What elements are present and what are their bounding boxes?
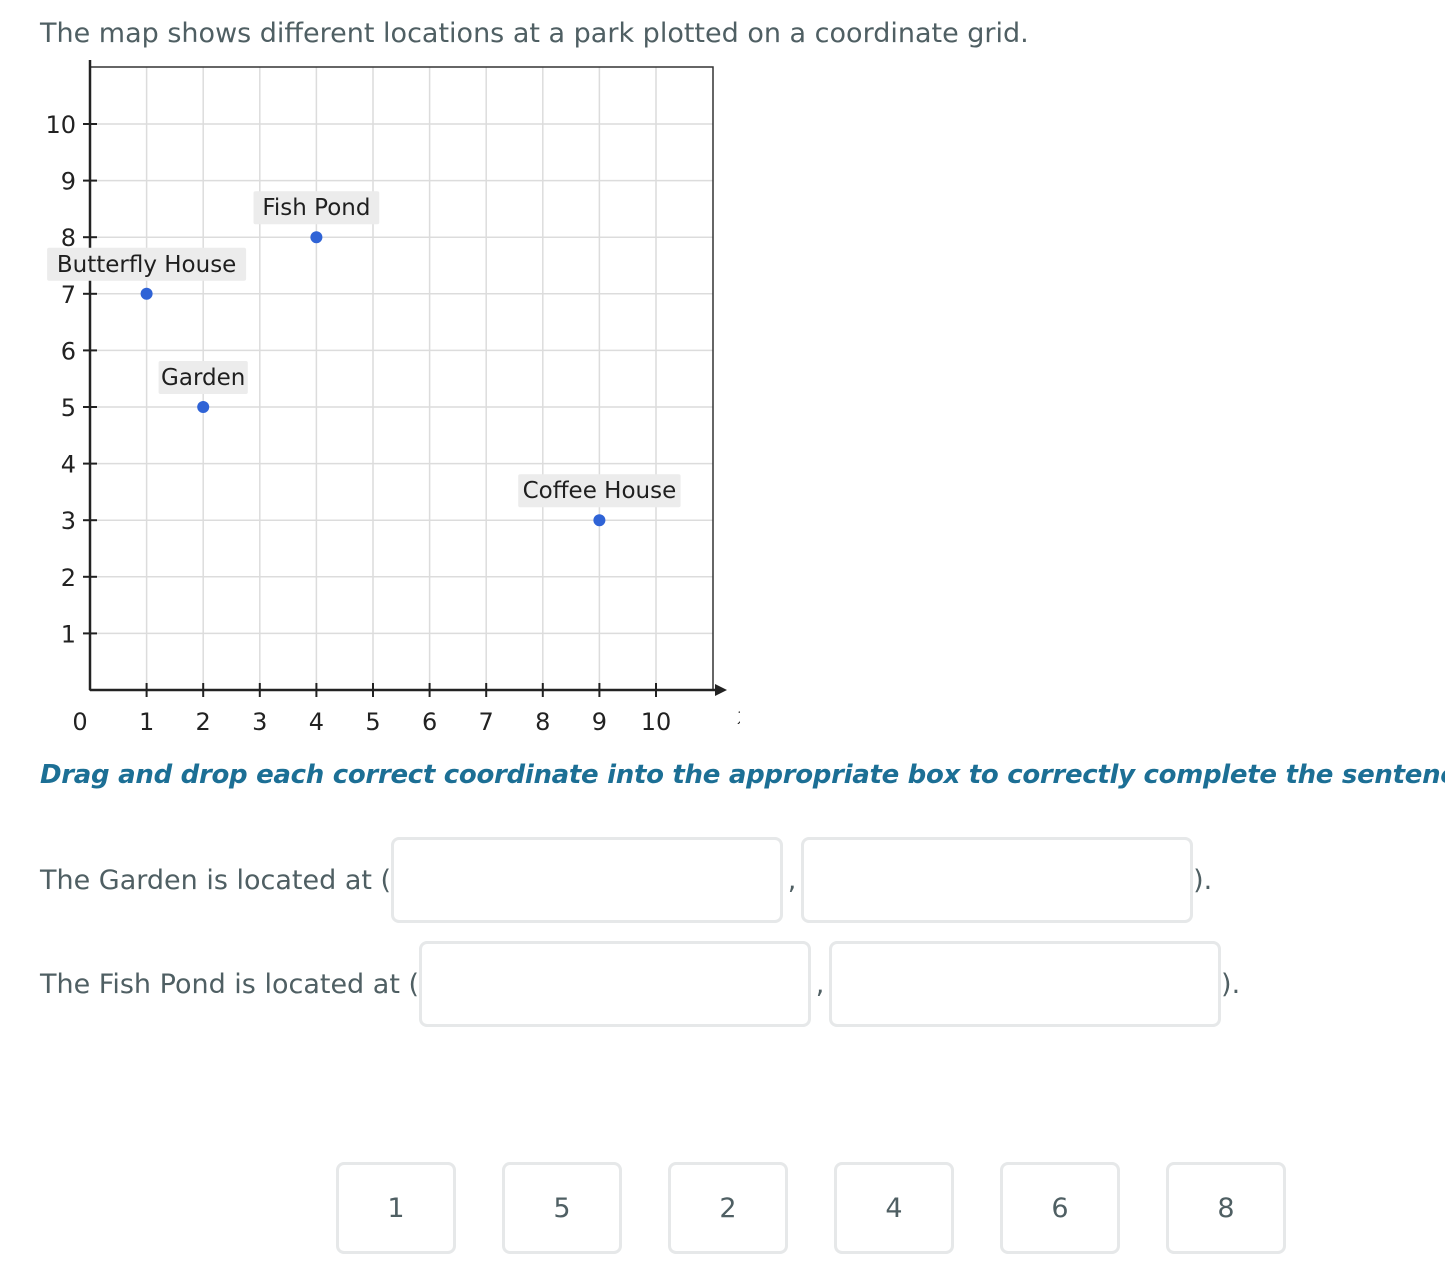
fish-pond-sentence-suffix: ). — [1221, 968, 1241, 1000]
x-tick-label: 7 — [479, 708, 494, 736]
x-tick-label: 10 — [641, 708, 672, 736]
answer-tile[interactable]: 4 — [834, 1162, 954, 1254]
fish-pond-sentence: The Fish Pond is located at ( , ). — [40, 939, 1240, 1029]
point-label: Butterfly House — [57, 252, 237, 278]
y-tick-label: 7 — [61, 281, 76, 309]
x-tick-label: 3 — [252, 708, 267, 736]
garden-comma: , — [787, 864, 797, 896]
x-tick-label: 4 — [309, 708, 324, 736]
y-tick-label: 2 — [61, 564, 76, 592]
x-tick-label: 1 — [139, 708, 154, 736]
point-label-bg — [253, 191, 380, 225]
garden-y-drop-box[interactable] — [801, 837, 1194, 923]
y-tick-label: 6 — [61, 337, 76, 365]
data-point — [197, 401, 210, 413]
answer-tile[interactable]: 2 — [668, 1162, 788, 1254]
x-axis-arrow-icon — [715, 684, 727, 696]
point-label: Garden — [161, 365, 245, 391]
garden-sentence-prefix: The Garden is located at ( — [40, 864, 392, 896]
coordinate-grid: 01234567891012345678910xyFish PondButter… — [0, 18, 751, 754]
x-tick-label: 5 — [365, 708, 380, 736]
x-axis-label: x — [737, 702, 740, 730]
data-point — [310, 231, 323, 244]
x-tick-label: 6 — [422, 708, 437, 736]
point-label-bg — [158, 361, 248, 394]
fish-pond-y-drop-box[interactable] — [829, 941, 1222, 1027]
y-tick-label: 3 — [61, 507, 76, 535]
y-tick-label: 8 — [61, 224, 76, 252]
answer-tile[interactable]: 1 — [336, 1162, 456, 1254]
x-tick-label: 8 — [535, 708, 550, 736]
garden-sentence: The Garden is located at ( , ). — [40, 835, 1212, 925]
intro-text: The map shows different locations at a p… — [40, 18, 1029, 49]
data-point — [593, 514, 606, 527]
answer-tiles: 1 5 2 4 6 8 — [336, 1162, 1286, 1254]
y-tick-label: 5 — [61, 394, 76, 422]
garden-x-drop-box[interactable] — [391, 837, 784, 923]
fish-pond-comma: , — [815, 968, 825, 1000]
x-tick-label: 9 — [592, 708, 607, 736]
fish-pond-sentence-prefix: The Fish Pond is located at ( — [40, 968, 420, 1000]
answer-tile[interactable]: 8 — [1166, 1162, 1286, 1254]
point-label-bg — [47, 247, 247, 281]
x-tick-label: 0 — [72, 708, 87, 736]
y-tick-label: 4 — [61, 451, 76, 479]
y-tick-label: 1 — [61, 620, 76, 648]
point-label-bg — [518, 474, 681, 508]
y-tick-label: 10 — [45, 111, 76, 139]
coordinate-grid-svg: 01234567891012345678910xyFish PondButter… — [45, 18, 751, 736]
answer-tile[interactable]: 6 — [1000, 1162, 1120, 1254]
garden-sentence-suffix: ). — [1193, 864, 1213, 896]
point-label: Coffee House — [523, 478, 677, 504]
fish-pond-x-drop-box[interactable] — [419, 941, 812, 1027]
answer-tile[interactable]: 5 — [502, 1162, 622, 1254]
instruction-text: Drag and drop each correct coordinate in… — [40, 760, 1445, 790]
point-label: Fish Pond — [262, 195, 370, 221]
y-tick-label: 9 — [61, 168, 76, 196]
x-tick-label: 2 — [196, 708, 211, 736]
data-point — [140, 287, 153, 300]
